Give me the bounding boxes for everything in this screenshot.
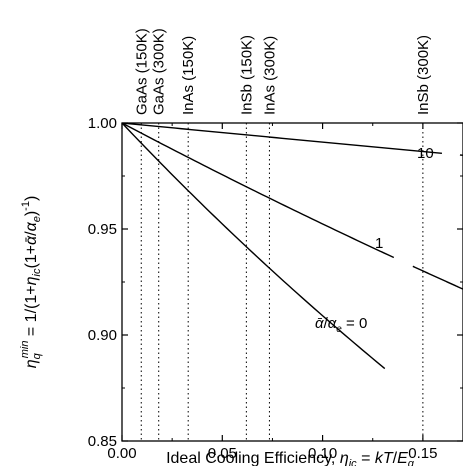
y-tick-label: 0.90 bbox=[88, 327, 117, 344]
axis-ticks: 0.00 0.05 0.10 0.15 0.85 0.90 0.95 1.00 bbox=[88, 115, 463, 462]
series-line bbox=[412, 265, 463, 290]
x-tick-label: 0.05 bbox=[208, 445, 237, 462]
x-axis-label: Ideal Cooling Efficiency, ηic = kT/Eg bbox=[166, 450, 415, 466]
reference-line-label: GaAs (300K) bbox=[151, 28, 168, 115]
reference-line-label: InAs (150K) bbox=[180, 36, 197, 115]
curve-label-1: 1 bbox=[375, 235, 383, 252]
curves bbox=[122, 123, 463, 370]
reference-line-label: GaAs (150K) bbox=[133, 28, 150, 115]
y-tick-label: 0.95 bbox=[88, 221, 117, 238]
vertical-reference-lines: GaAs (150K) GaAs (300K) InAs (150K) InSb (1… bbox=[133, 28, 432, 441]
curve-labels: ᾱ/αe = 0 1 10 bbox=[315, 145, 434, 335]
y-axis-label: ηqmin = 1/(1+ηic(1+ᾱ/αe)-1) bbox=[19, 196, 43, 369]
y-tick-label: 0.85 bbox=[88, 433, 117, 450]
reference-line-label: InAs (300K) bbox=[261, 36, 278, 115]
curve-label-0: ᾱ/αe = 0 bbox=[315, 315, 367, 335]
series-line bbox=[122, 123, 386, 370]
series-line bbox=[122, 123, 443, 154]
curve-label-10: 10 bbox=[417, 145, 434, 162]
y-tick-label: 1.00 bbox=[88, 115, 117, 132]
plot-frame bbox=[121, 122, 463, 442]
reference-line-label: InSb (300K) bbox=[415, 35, 432, 115]
reference-line-label: InSb (150K) bbox=[238, 35, 255, 115]
series-line bbox=[122, 123, 395, 259]
x-tick-label: 0.00 bbox=[107, 445, 136, 462]
x-tick-label: 0.15 bbox=[408, 445, 437, 462]
x-tick-label: 0.10 bbox=[308, 445, 337, 462]
